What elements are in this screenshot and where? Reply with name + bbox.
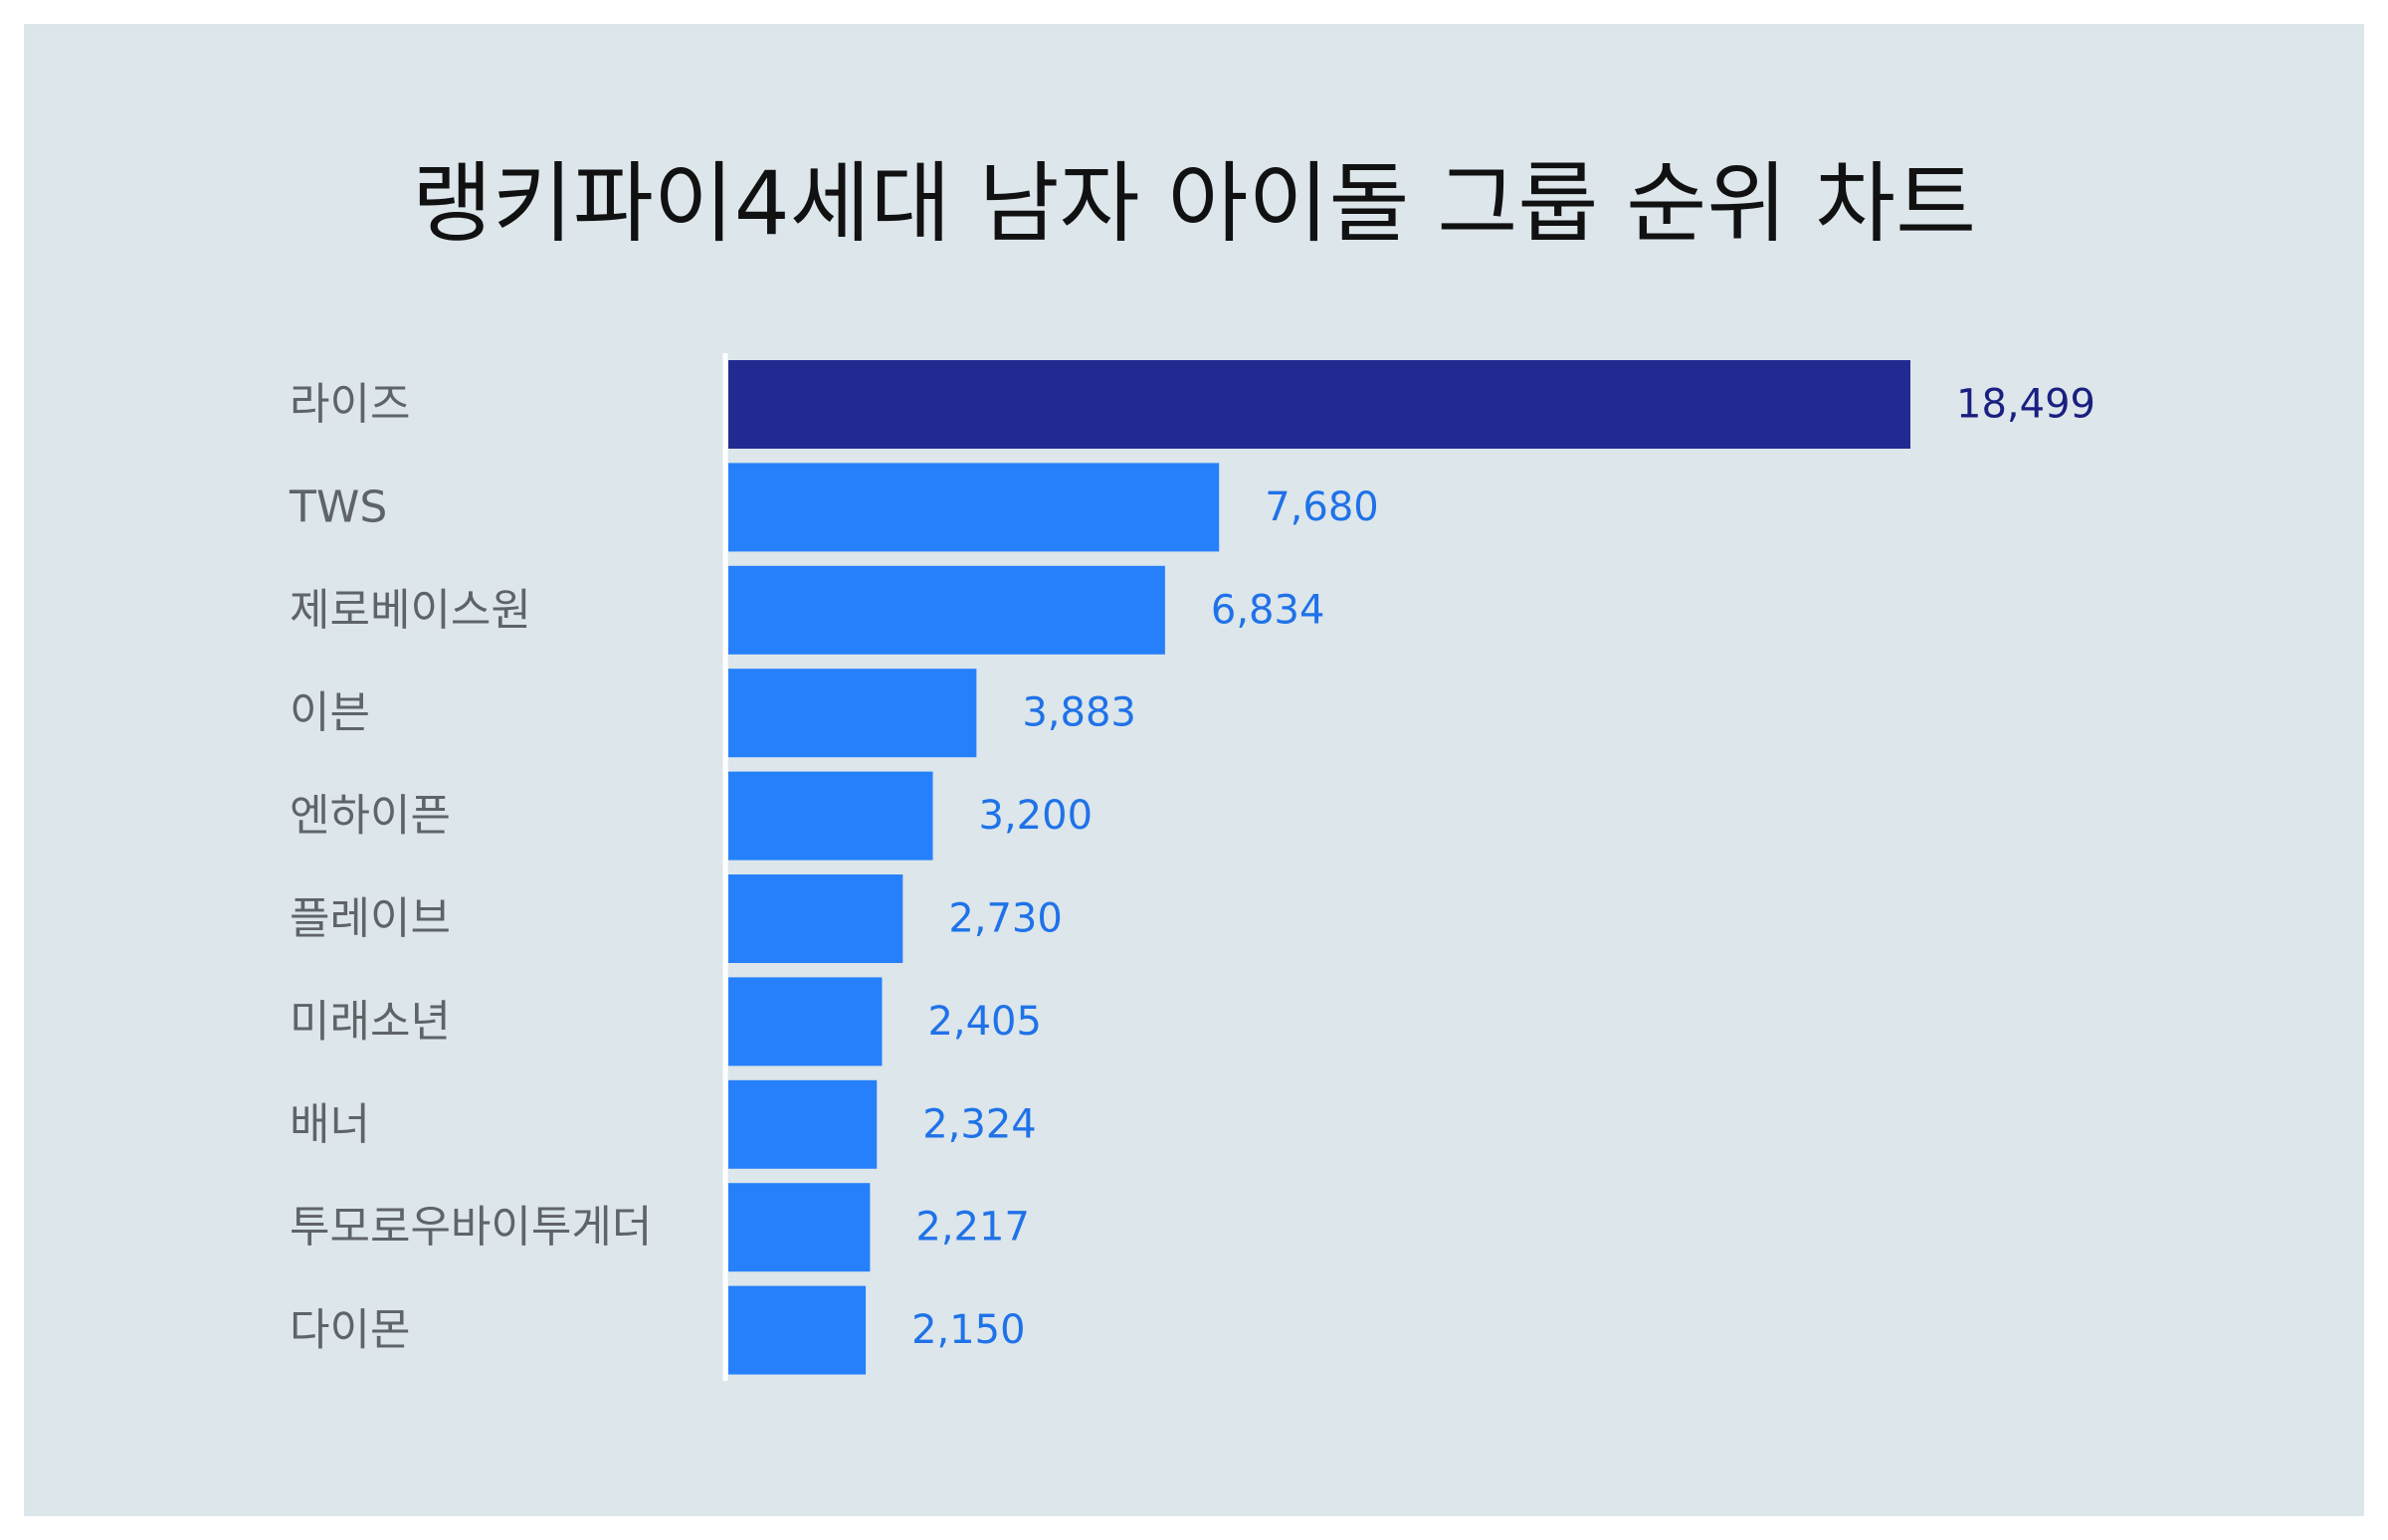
category-label: 투모로우바이투게더 (290, 1202, 652, 1252)
value-label: 6,834 (1211, 587, 1325, 633)
bar-3 (728, 669, 977, 758)
category-label: 라이즈 (290, 379, 410, 430)
value-label: 7,680 (1265, 484, 1379, 530)
chart-title: 랭키파이4세대 남자 아이돌 그룹 순위 차트 (411, 152, 1977, 255)
category-label: 배너 (290, 1099, 370, 1150)
value-label: 2,730 (948, 896, 1063, 942)
category-label: 다이몬 (290, 1305, 410, 1356)
category-label: 엔하이픈 (290, 791, 451, 842)
value-label: 2,324 (922, 1101, 1037, 1147)
category-label: 제로베이스원 (290, 585, 531, 636)
bar-6 (728, 977, 883, 1066)
value-label: 2,217 (915, 1205, 1030, 1251)
bar-9 (728, 1285, 867, 1375)
value-label: 18,499 (1956, 382, 2095, 428)
category-label: 플레이브 (290, 893, 451, 944)
value-label: 2,150 (911, 1307, 1026, 1353)
chart-background (24, 24, 2364, 1516)
category-label: 이븐 (290, 687, 370, 738)
bar-7 (728, 1079, 878, 1169)
value-label: 3,200 (979, 793, 1094, 839)
bar-8 (728, 1183, 871, 1272)
bar-4 (728, 771, 933, 861)
bar-5 (728, 874, 903, 963)
category-label: 미래소년 (290, 996, 451, 1047)
category-label: TWS (289, 481, 387, 532)
bar-2 (728, 565, 1165, 655)
bar-1 (728, 463, 1220, 552)
value-label: 3,883 (1022, 690, 1136, 736)
bar-0 (728, 360, 1910, 449)
value-label: 2,405 (927, 999, 1042, 1045)
